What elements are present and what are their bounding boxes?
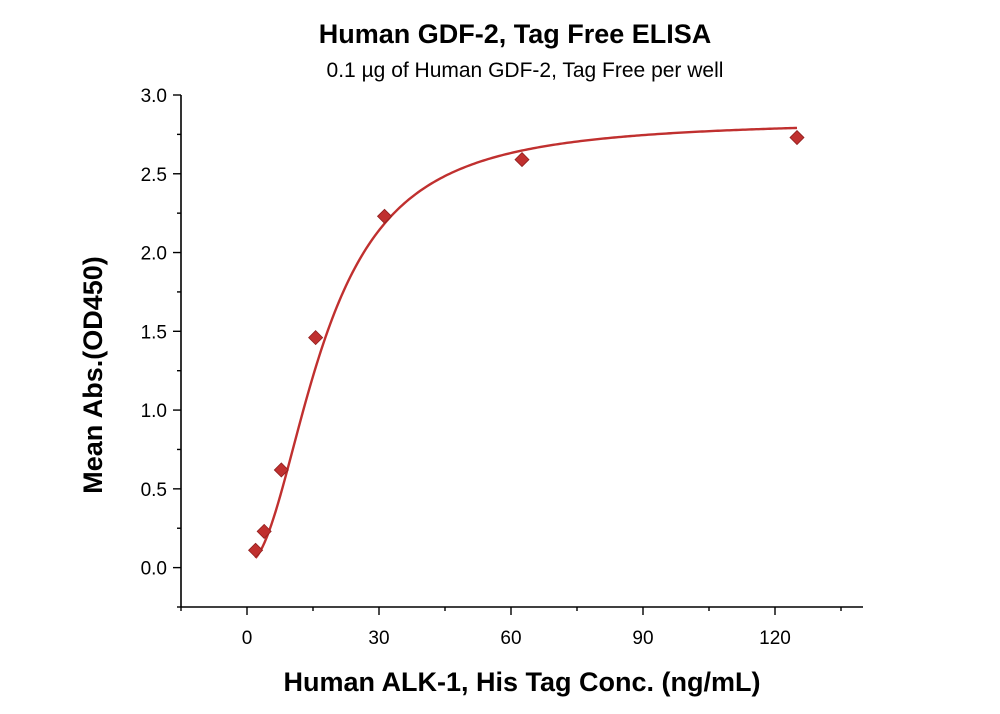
chart-subtitle: 0.1 µg of Human GDF-2, Tag Free per well	[327, 59, 724, 82]
x-tick-label: 90	[632, 628, 653, 649]
y-tick-label: 0.0	[141, 559, 167, 580]
data-point-diamond	[256, 523, 272, 539]
axis-ticks: 0.0 0.5 1.0 1.5 2.0 2.5 3.0 0 30 60 90 120	[141, 86, 842, 649]
fit-curve-line	[254, 126, 798, 559]
data-point-diamond	[376, 208, 393, 224]
y-tick-label: 0.5	[141, 480, 167, 501]
x-axis-label: Human ALK-1, His Tag Conc. (ng/mL)	[284, 667, 761, 697]
x-tick-label: 30	[368, 628, 389, 649]
y-tick-label: 1.5	[141, 322, 167, 343]
data-point-diamond	[308, 330, 324, 346]
chart-title: Human GDF-2, Tag Free ELISA	[319, 19, 712, 49]
x-tick-label: 120	[759, 628, 791, 649]
data-point-diamond	[514, 152, 530, 168]
axes	[180, 95, 863, 608]
y-tick-label: 2.5	[141, 165, 167, 186]
x-tick-label: 60	[500, 628, 521, 649]
y-tick-label: 1.0	[141, 401, 167, 422]
data-points	[248, 129, 805, 558]
y-axis-label: Mean Abs.(OD450)	[78, 256, 108, 494]
y-tick-label: 3.0	[141, 86, 167, 107]
x-tick-label: 0	[242, 628, 253, 649]
fit-curve-group	[254, 126, 798, 559]
data-point-diamond	[273, 462, 289, 478]
data-point-diamond	[789, 129, 805, 146]
y-tick-label: 2.0	[141, 244, 167, 265]
data-point-diamond	[248, 542, 264, 558]
